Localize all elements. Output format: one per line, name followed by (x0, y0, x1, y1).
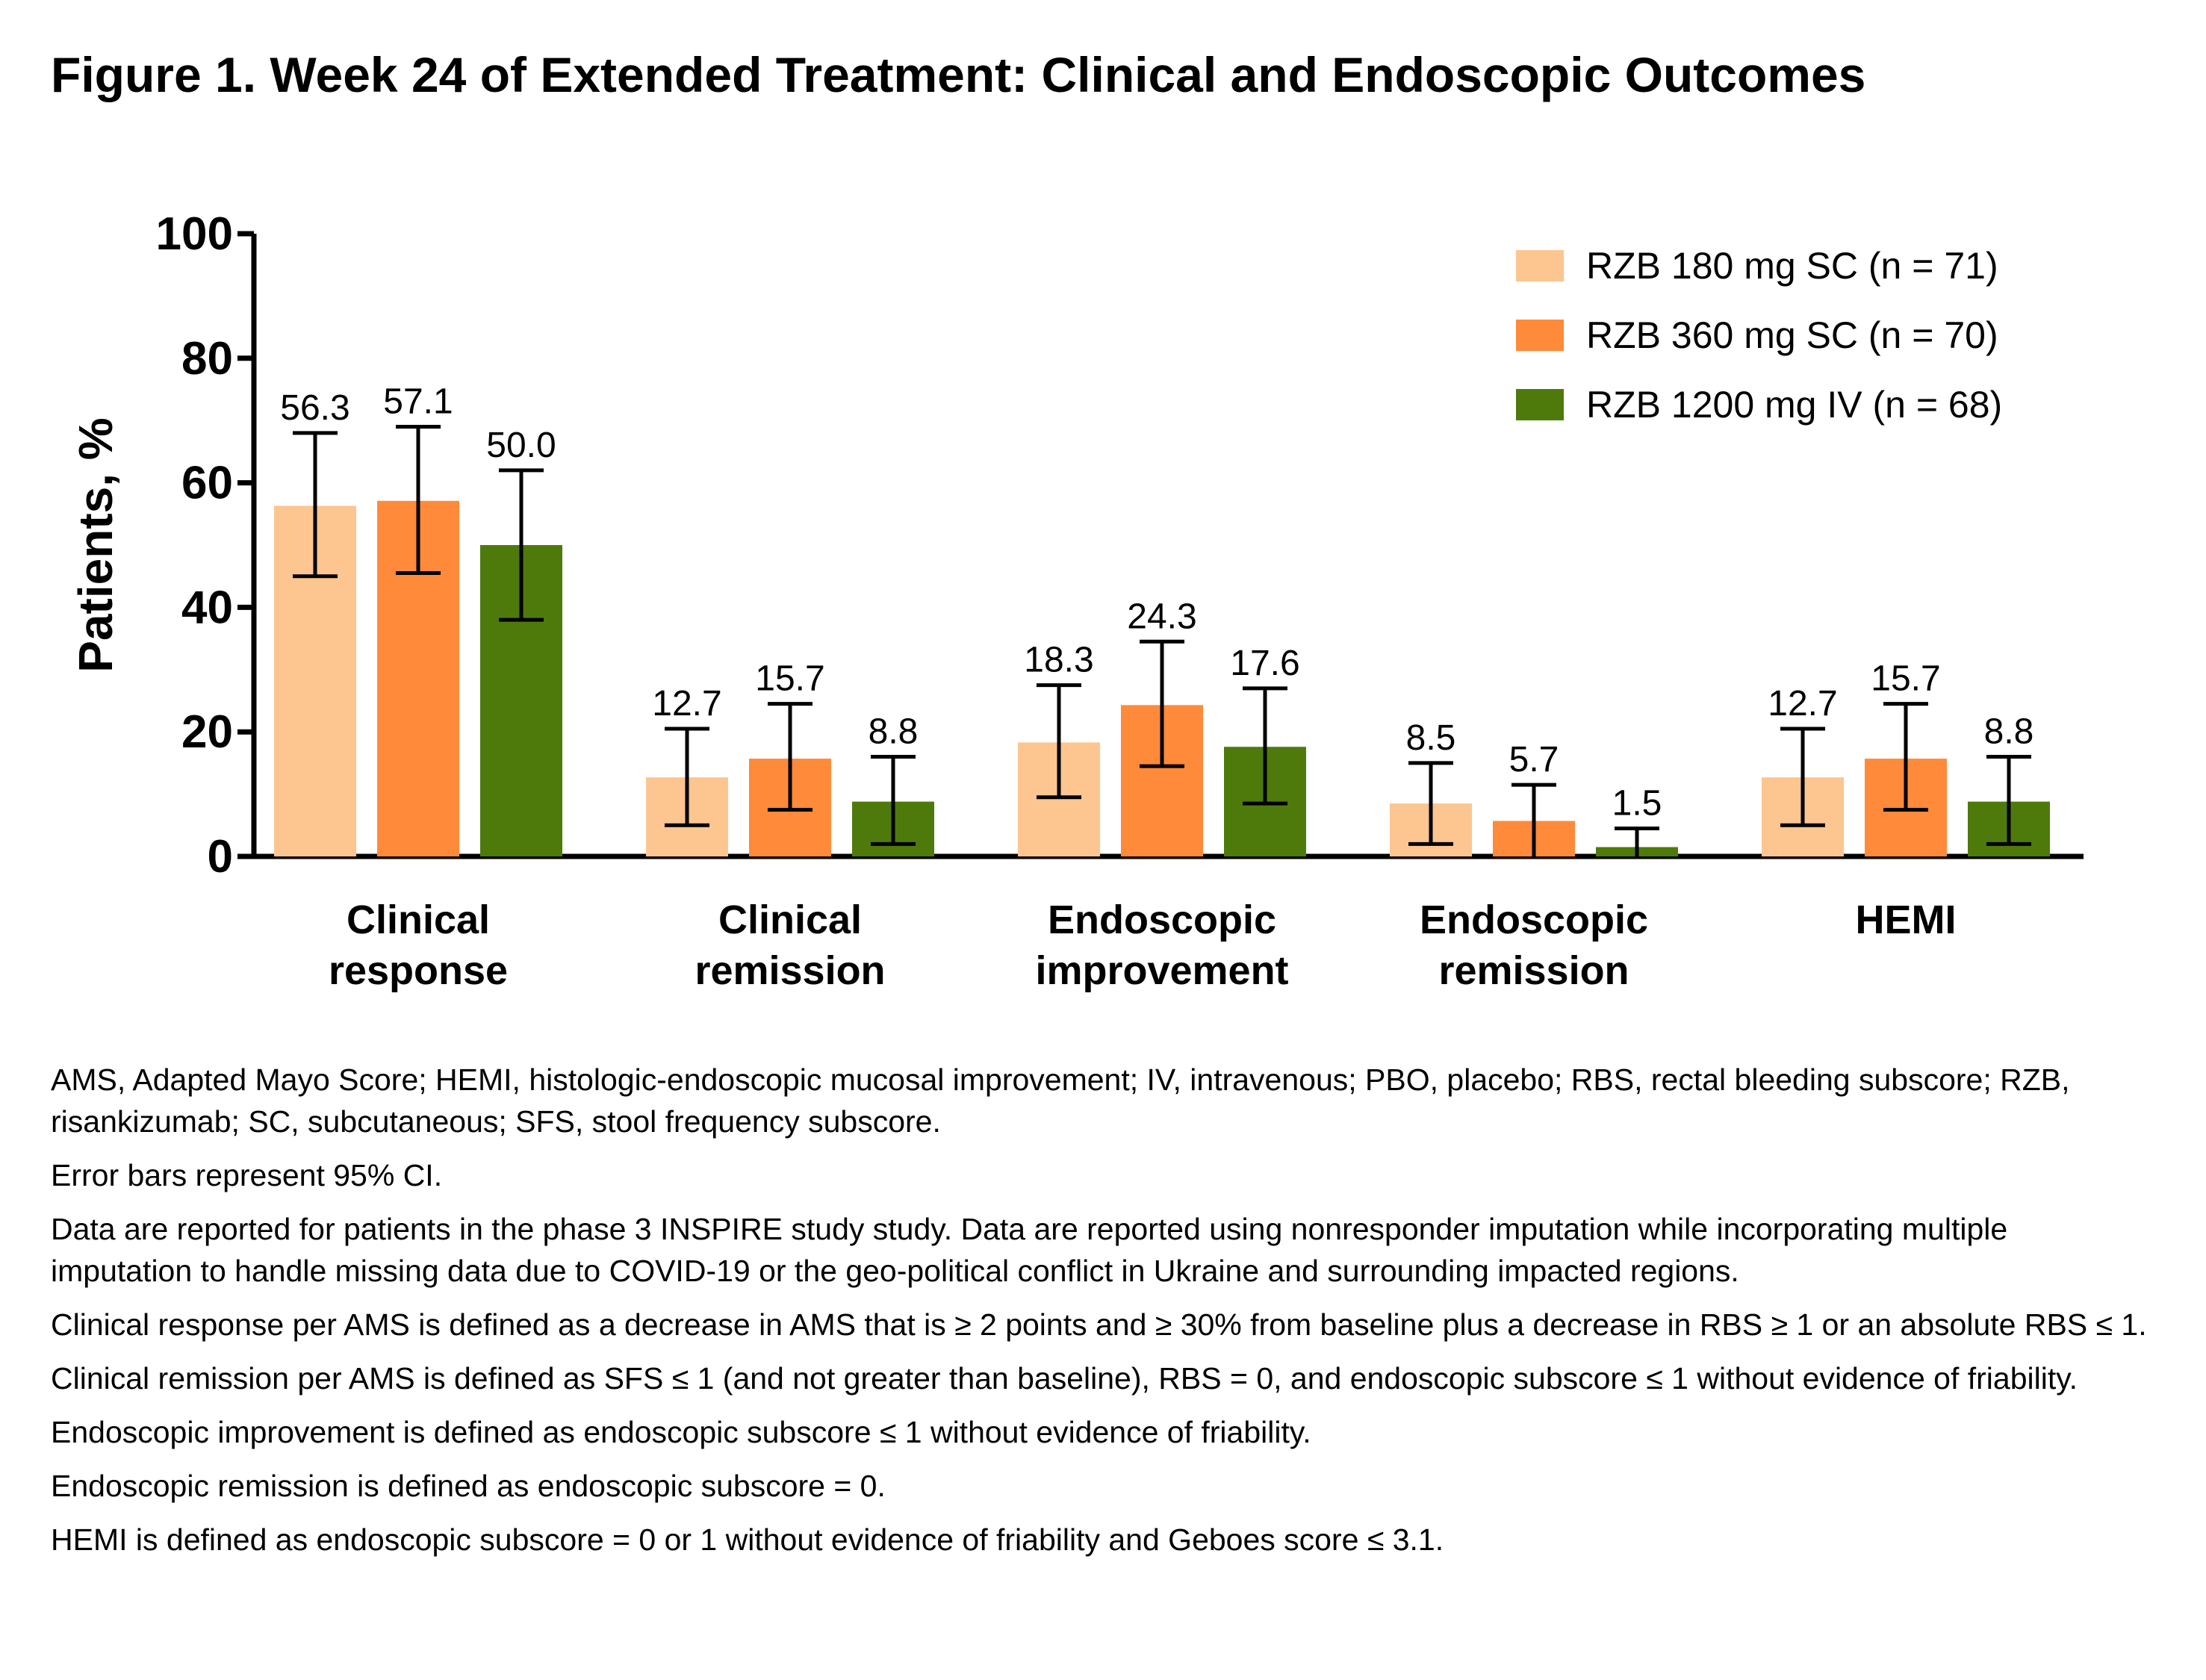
bar-chart: 0 20 40 60 80 100 Patients, % 56.3 12.7 18.3 8.5 1… (69, 208, 2084, 993)
figure-title: Figure 1. Week 24 of Extended Treatment:… (51, 47, 1866, 102)
y-tick-label: 80 (181, 333, 233, 385)
category-label: HEMI (1856, 897, 1957, 942)
footnote-endoscopic-remission: Endoscopic remission is defined as endos… (51, 1469, 886, 1503)
category-label: Clinical (718, 897, 862, 942)
chart-bars (274, 425, 2050, 856)
footnotes: AMS, Adapted Mayo Score; HEMI, histologi… (51, 1059, 2157, 1572)
value-label: 18.3 (1024, 641, 1093, 680)
y-tick-label: 0 (208, 831, 233, 883)
value-label: 12.7 (652, 684, 721, 724)
legend-label: RZB 360 mg SC (n = 70) (1586, 314, 1998, 356)
category-label: Clinical (347, 897, 490, 942)
y-tick-label: 100 (156, 208, 233, 260)
legend-swatch (1516, 250, 1564, 281)
y-tick-label: 20 (181, 706, 233, 758)
footnote-endoscopic-improvement: Endoscopic improvement is defined as end… (51, 1415, 1311, 1449)
value-label: 8.5 (1406, 718, 1456, 758)
category-label: remission (1438, 948, 1629, 993)
value-label: 12.7 (1768, 684, 1837, 724)
value-label: 1.5 (1612, 783, 1662, 823)
legend-label: RZB 1200 mg IV (n = 68) (1586, 384, 2002, 426)
value-label: 15.7 (1871, 659, 1940, 699)
value-label: 5.7 (1509, 740, 1559, 780)
value-label: 56.3 (280, 388, 349, 428)
value-label: 17.6 (1230, 644, 1299, 683)
value-label: 50.0 (486, 426, 556, 465)
y-axis-title: Patients, % (69, 417, 122, 672)
footnote-abbreviations: AMS, Adapted Mayo Score; HEMI, histologi… (51, 1063, 2070, 1139)
chart-legend: RZB 180 mg SC (n = 71) RZB 360 mg SC (n =… (1516, 245, 2002, 426)
legend-label: RZB 180 mg SC (n = 71) (1586, 245, 1998, 287)
footnote-clinical-response: Clinical response per AMS is defined as … (51, 1307, 2147, 1342)
legend-swatch (1516, 389, 1564, 420)
value-label: 57.1 (383, 382, 453, 422)
category-label: remission (695, 948, 885, 993)
value-label: 24.3 (1127, 597, 1196, 636)
value-label: 8.8 (1984, 712, 2034, 752)
footnote-error-bars: Error bars represent 95% CI. (51, 1158, 443, 1192)
category-label: improvement (1035, 948, 1288, 993)
category-label: Endoscopic (1420, 897, 1648, 942)
y-tick-label: 40 (181, 582, 233, 633)
category-label: Endoscopic (1048, 897, 1276, 942)
footnote-data-source: Data are reported for patients in the ph… (51, 1212, 2008, 1288)
value-label: 15.7 (755, 659, 824, 699)
footnote-hemi: HEMI is defined as endoscopic subscore =… (51, 1522, 1444, 1557)
legend-swatch (1516, 320, 1564, 351)
footnote-clinical-remission: Clinical remission per AMS is defined as… (51, 1361, 2078, 1396)
value-label: 8.8 (869, 712, 919, 752)
chart-category-labels: Clinical response Clinical remission Endosco… (329, 897, 1957, 993)
y-tick-label: 60 (181, 458, 233, 509)
chart-value-labels: 56.3 12.7 18.3 8.5 12.7 57.1 15.7 24.3 5.7 15.7 50… (280, 382, 2033, 824)
category-label: response (329, 948, 508, 993)
